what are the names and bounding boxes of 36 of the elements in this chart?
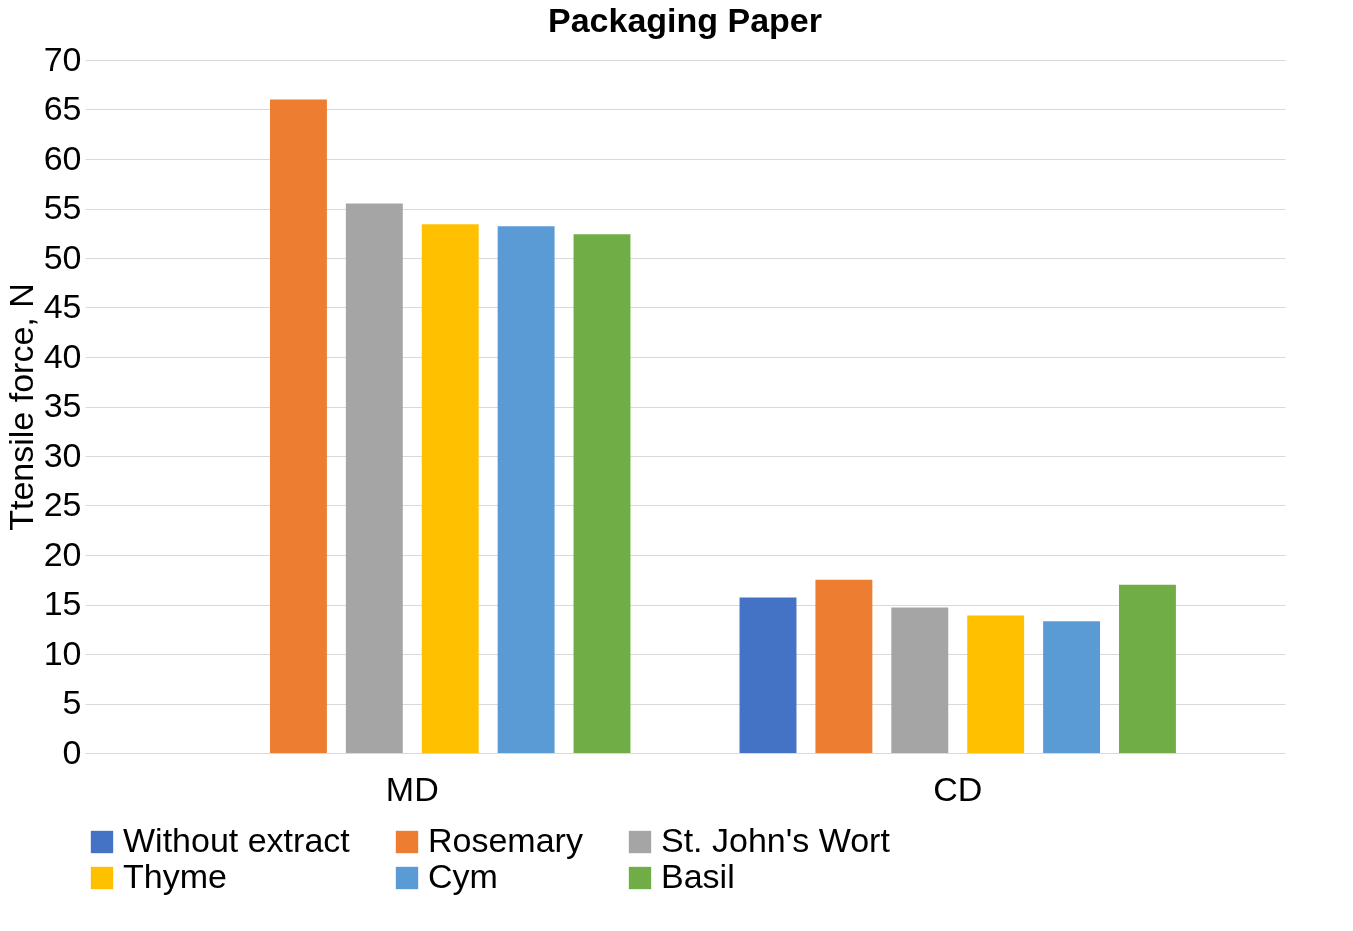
y-tick-label: 40	[43, 336, 82, 375]
chart-title: Packaging Paper	[547, 1, 823, 39]
bar	[1118, 584, 1176, 753]
bar	[967, 615, 1025, 753]
legend-label: St. John's Wort	[661, 821, 891, 859]
y-axis-title: Ttensile force, N	[1, 283, 40, 531]
bar	[269, 99, 327, 753]
legend-label: Thyme	[123, 857, 227, 895]
bar	[739, 597, 797, 753]
y-tick-label: 50	[43, 237, 82, 276]
y-tick-label: 15	[43, 584, 82, 622]
legend-label: Cym	[428, 857, 498, 895]
y-tick-label: 35	[43, 386, 82, 424]
legend-label: Rosemary	[428, 821, 583, 859]
bar	[573, 234, 631, 753]
y-tick-label: 5	[62, 683, 82, 721]
y-tick-label: 55	[43, 188, 82, 226]
legend-label: Basil	[661, 857, 735, 895]
y-tick-label: 70	[43, 39, 82, 78]
bar	[421, 224, 479, 753]
bar	[497, 226, 555, 753]
bar	[815, 579, 873, 753]
y-tick-label: 60	[43, 138, 82, 177]
y-tick-label: 25	[43, 485, 82, 523]
bar	[345, 203, 403, 753]
bar	[1043, 621, 1101, 753]
y-tick-label: 20	[43, 534, 82, 573]
y-tick-label: 10	[43, 633, 82, 672]
y-tick-label: 45	[43, 287, 82, 325]
x-tick-label: MD	[385, 769, 439, 808]
y-tick-label: 30	[43, 435, 82, 474]
bar	[891, 607, 949, 753]
y-tick-label: 65	[43, 89, 82, 127]
y-tick-label: 0	[62, 732, 82, 771]
legend-label: Without extract	[123, 821, 351, 859]
x-tick-label: CD	[933, 769, 983, 808]
